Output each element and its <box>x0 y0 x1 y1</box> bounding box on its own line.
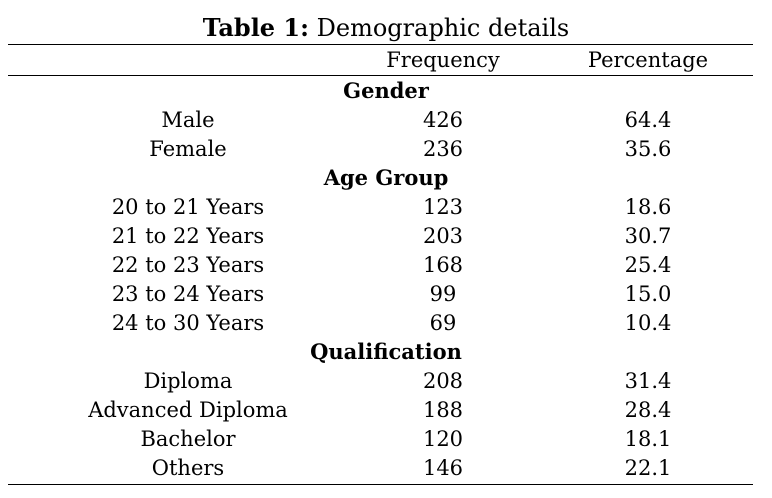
row-label: Others <box>151 456 225 480</box>
row-label: 23 to 24 Years <box>111 282 265 306</box>
row-percentage: 10.4 <box>624 311 672 335</box>
row-percentage: 18.6 <box>624 195 672 219</box>
row-percentage: 64.4 <box>624 108 672 132</box>
row-frequency: 236 <box>422 137 464 161</box>
table-bottom-rule <box>8 484 753 485</box>
section-title: Qualification <box>310 339 462 364</box>
table-row: Female 236 35.6 <box>0 135 772 164</box>
row-frequency: 208 <box>422 369 464 393</box>
header-frequency: Frequency <box>386 48 500 72</box>
table-row: Others 146 22.1 <box>0 454 772 483</box>
table-row: 23 to 24 Years 99 15.0 <box>0 280 772 309</box>
table-row: 20 to 21 Years 123 18.6 <box>0 193 772 222</box>
table-row: Male 426 64.4 <box>0 106 772 135</box>
row-label: Diploma <box>143 369 233 393</box>
row-label: Advanced Diploma <box>88 398 288 422</box>
table-row: Advanced Diploma 188 28.4 <box>0 396 772 425</box>
row-frequency: 188 <box>422 398 464 422</box>
row-frequency: 123 <box>422 195 464 219</box>
row-percentage: 22.1 <box>624 456 672 480</box>
section-heading-qualification: Qualification <box>0 338 772 367</box>
table-header-rule <box>8 75 753 76</box>
row-label: Bachelor <box>140 427 236 451</box>
section-heading-gender: Gender <box>0 77 772 106</box>
table-row: 21 to 22 Years 203 30.7 <box>0 222 772 251</box>
section-title: Gender <box>343 78 429 103</box>
row-label: 21 to 22 Years <box>111 224 265 248</box>
row-frequency: 120 <box>422 427 464 451</box>
row-frequency: 99 <box>429 282 457 306</box>
row-label: 24 to 30 Years <box>111 311 265 335</box>
table-row: 24 to 30 Years 69 10.4 <box>0 309 772 338</box>
row-frequency: 146 <box>422 456 464 480</box>
table-caption: Table 1: Demographic details <box>0 12 772 44</box>
row-percentage: 25.4 <box>624 253 672 277</box>
table-row: Bachelor 120 18.1 <box>0 425 772 454</box>
table-row: 22 to 23 Years 168 25.4 <box>0 251 772 280</box>
section-heading-age-group: Age Group <box>0 164 772 193</box>
row-percentage: 18.1 <box>624 427 672 451</box>
row-frequency: 426 <box>422 108 464 132</box>
table-header-row: Frequency Percentage <box>0 45 772 75</box>
row-percentage: 28.4 <box>624 398 672 422</box>
row-label: Female <box>149 137 227 161</box>
table-row: Diploma 208 31.4 <box>0 367 772 396</box>
row-percentage: 35.6 <box>624 137 672 161</box>
row-label: 22 to 23 Years <box>111 253 265 277</box>
table-caption-text: Demographic details <box>316 14 570 42</box>
table-body: Gender Male 426 64.4 Female 236 35.6 Age… <box>0 77 772 483</box>
section-title: Age Group <box>323 165 449 190</box>
row-frequency: 168 <box>422 253 464 277</box>
row-label: Male <box>161 108 215 132</box>
table-top-rule <box>8 44 753 45</box>
table-caption-label: Table 1: <box>202 13 309 42</box>
row-frequency: 69 <box>429 311 457 335</box>
header-percentage: Percentage <box>587 48 709 72</box>
row-percentage: 15.0 <box>624 282 672 306</box>
row-label: 20 to 21 Years <box>111 195 265 219</box>
row-percentage: 30.7 <box>624 224 672 248</box>
row-frequency: 203 <box>422 224 464 248</box>
row-percentage: 31.4 <box>624 369 672 393</box>
